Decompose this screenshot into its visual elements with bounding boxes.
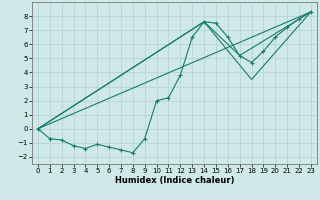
X-axis label: Humidex (Indice chaleur): Humidex (Indice chaleur) <box>115 176 234 185</box>
